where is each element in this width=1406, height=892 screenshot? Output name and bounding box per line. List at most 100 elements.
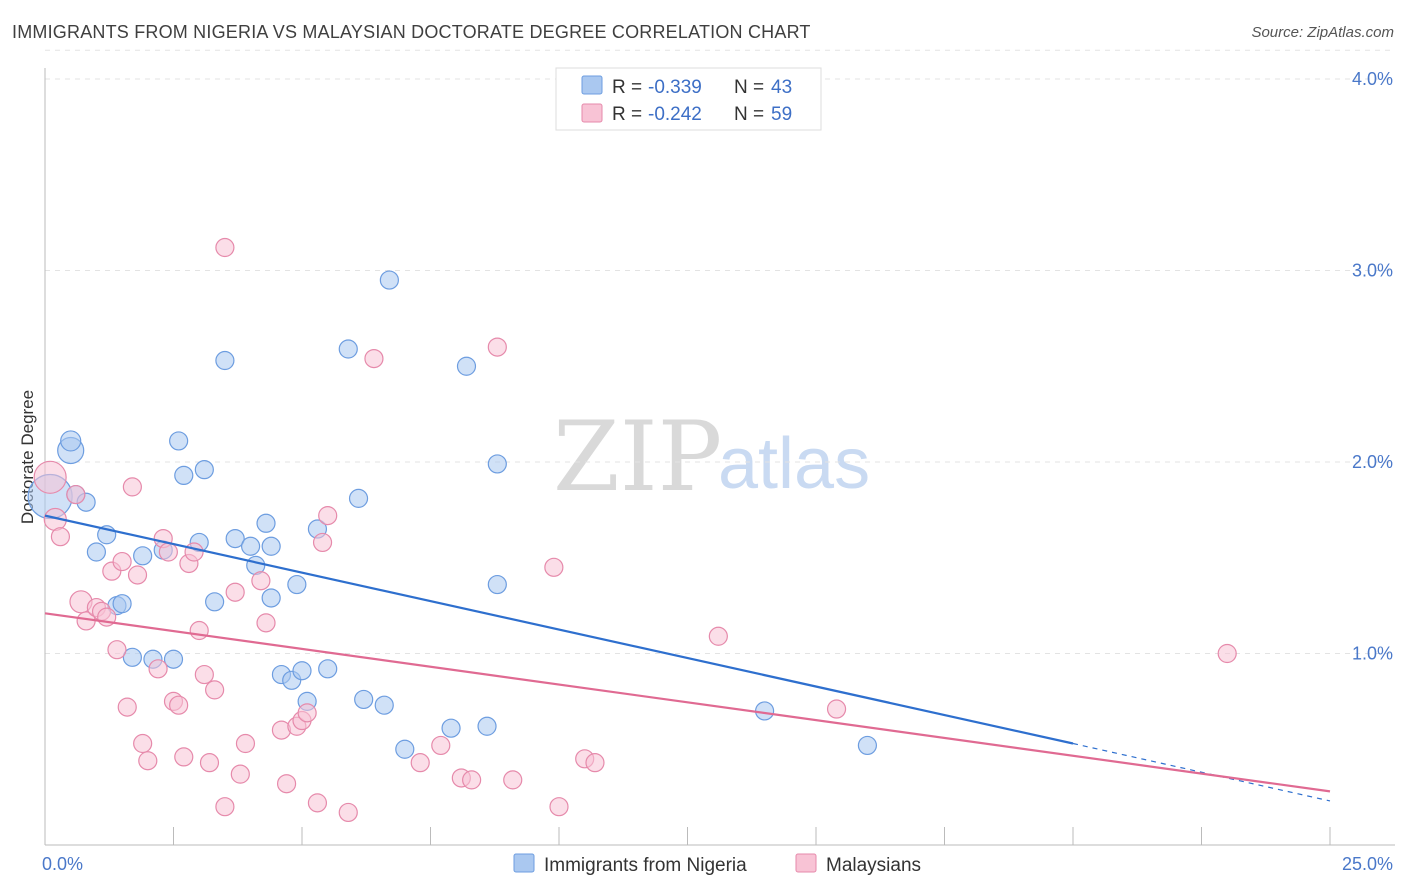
data-point <box>826 699 847 719</box>
data-point <box>225 528 245 549</box>
watermark-zip: ZIP <box>553 401 722 513</box>
data-point <box>235 733 256 754</box>
data-point <box>127 565 148 585</box>
data-point <box>241 536 261 556</box>
legend-top: R = -0.339 N = 43 R = -0.242 N = 59 <box>555 67 822 131</box>
data-point <box>133 733 153 754</box>
data-point <box>174 747 194 767</box>
data-point <box>312 532 333 553</box>
data-point <box>122 477 142 497</box>
data-point <box>148 659 168 679</box>
bottom-legend-swatch-malaysians <box>795 853 817 873</box>
axes <box>44 68 1395 846</box>
data-point <box>395 739 415 759</box>
chart-source: Source: ZipAtlas.com <box>1251 24 1394 41</box>
legend-r-value-nigeria: -0.339 <box>648 77 702 98</box>
data-point <box>857 735 878 756</box>
x-tick-label-0: 0.0% <box>42 854 83 874</box>
watermark: ZIP atlas <box>553 401 870 513</box>
data-point <box>318 659 338 679</box>
data-point <box>205 680 225 700</box>
data-point <box>194 664 214 685</box>
data-point <box>318 506 338 526</box>
legend-swatch-malaysians <box>581 103 603 123</box>
legend-r-value-malaysians: -0.242 <box>648 104 702 125</box>
trend-extension-nigeria <box>1072 742 1331 802</box>
data-point <box>112 551 132 572</box>
data-point <box>348 488 369 508</box>
data-point <box>194 460 214 480</box>
legend-n-value-nigeria: 43 <box>771 77 792 98</box>
data-point <box>287 574 307 595</box>
legend-r-label-nigeria: R = <box>612 77 642 98</box>
data-point <box>199 753 220 773</box>
data-point <box>292 661 312 681</box>
data-point <box>585 753 605 773</box>
data-point <box>487 574 507 595</box>
legend-n-label-nigeria: N = <box>734 77 764 98</box>
data-point <box>60 430 82 452</box>
y-tick-label-1: 2.0% <box>1352 452 1393 472</box>
series-nigeria <box>27 270 878 759</box>
gridlines <box>45 49 1395 654</box>
legend-n-label-malaysians: N = <box>734 104 764 125</box>
data-point <box>379 270 399 290</box>
data-point <box>261 588 281 608</box>
data-point <box>117 697 137 717</box>
y-tick-labels: 1.0% 2.0% 3.0% 4.0% <box>1352 69 1393 664</box>
data-point <box>276 774 297 794</box>
data-point <box>410 753 430 773</box>
y-tick-label-0: 1.0% <box>1352 644 1393 664</box>
data-point <box>549 797 569 817</box>
data-point <box>251 571 271 591</box>
bottom-legend-label-nigeria: Immigrants from Nigeria <box>544 855 747 876</box>
bottom-legend-label-malaysians: Malaysians <box>826 855 921 876</box>
data-point <box>307 793 328 813</box>
watermark-atlas: atlas <box>718 424 870 504</box>
legend-bottom: Immigrants from Nigeria Malaysians <box>513 853 921 876</box>
data-point <box>122 647 142 667</box>
data-point <box>50 527 71 547</box>
series-malaysians <box>33 237 1237 823</box>
data-point <box>297 703 317 723</box>
data-point <box>487 337 507 357</box>
data-point <box>133 546 153 566</box>
data-point <box>169 695 189 715</box>
bottom-legend-swatch-nigeria <box>513 853 535 873</box>
data-point <box>477 716 497 736</box>
data-point <box>256 513 276 533</box>
data-point <box>338 339 358 359</box>
trend-line-nigeria <box>44 514 1074 745</box>
y-tick-label-3: 4.0% <box>1352 69 1393 89</box>
data-point <box>33 460 67 494</box>
data-point <box>374 695 394 715</box>
data-point <box>441 718 461 738</box>
data-point <box>225 582 245 602</box>
data-point <box>215 350 235 371</box>
data-point <box>189 620 209 641</box>
data-point <box>230 764 250 784</box>
data-point <box>338 802 358 823</box>
data-point <box>66 484 86 505</box>
data-point <box>163 649 184 669</box>
x-tick-label-1: 25.0% <box>1342 854 1393 874</box>
data-point <box>112 594 132 614</box>
legend-swatch-nigeria <box>581 75 603 95</box>
data-point <box>1217 643 1237 664</box>
data-point <box>462 770 482 790</box>
data-point <box>708 626 728 646</box>
data-point <box>503 770 523 790</box>
data-point <box>184 542 204 562</box>
y-tick-label-2: 3.0% <box>1352 261 1393 281</box>
data-point <box>431 735 451 756</box>
data-point <box>487 454 507 474</box>
data-point <box>364 348 384 369</box>
data-point <box>215 797 235 817</box>
data-point <box>256 613 276 633</box>
data-point <box>215 237 235 258</box>
data-point <box>261 536 281 556</box>
data-point <box>544 557 564 577</box>
legend-r-label-malaysians: R = <box>612 104 642 125</box>
data-point <box>456 356 477 376</box>
